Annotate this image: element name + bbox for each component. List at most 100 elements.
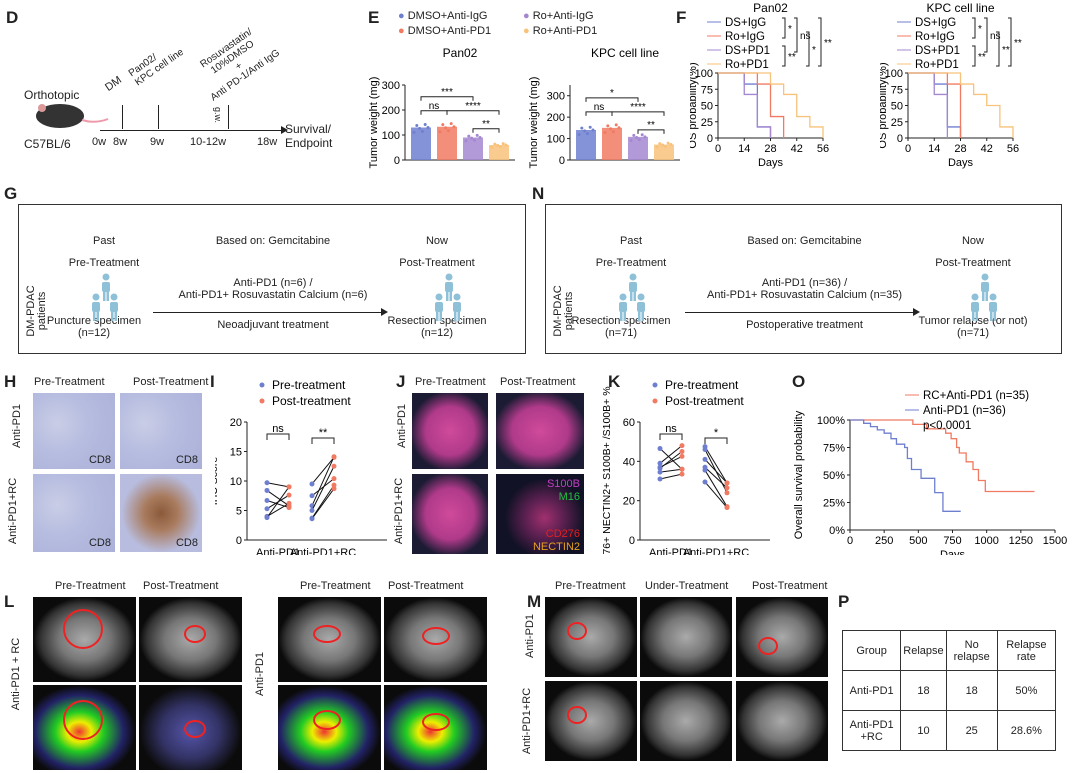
mouse-icon <box>36 104 109 128</box>
data-point <box>504 143 508 147</box>
patient-icon <box>986 293 1000 323</box>
j-col-pre: Pre-Treatment <box>415 376 486 388</box>
data-point <box>415 123 419 127</box>
bar <box>489 145 509 160</box>
y-tick-label: 100 <box>885 68 903 80</box>
post-point <box>724 505 730 511</box>
y-tick-label: 0 <box>707 133 713 145</box>
stain-label: CD8 <box>88 537 111 549</box>
paired-chart-cd276: 0 20 40 60 CD276+ NECTIN2+ S100B+ /S100B+ % P… <box>601 378 770 555</box>
j-col-post: Post-Treatment <box>500 376 576 388</box>
panel-label-n: N <box>532 184 545 203</box>
right-specimen-label: Tumor relapse (or not) (n=71) <box>918 315 1028 339</box>
cell: 18 <box>945 670 998 711</box>
significance-label: **** <box>630 102 646 113</box>
significance-bracket <box>446 110 500 115</box>
y-axis-label: OS probability(%) <box>690 62 699 148</box>
dm-label: DM <box>103 74 125 94</box>
chart-title: Pan02 <box>753 1 788 15</box>
pair-line <box>311 488 335 520</box>
pair-line <box>704 469 728 507</box>
data-point <box>470 136 474 140</box>
panel-label-i: I <box>210 372 215 391</box>
y-tick-label: 20 <box>623 496 635 508</box>
data-point <box>603 131 607 135</box>
legend-dmso-pd1: DMSO+Anti-PD1 <box>407 25 492 37</box>
pair-line <box>659 448 683 470</box>
x-tick-label: Anti-PD1+RC <box>683 547 749 555</box>
y-tick-label: 20 <box>230 417 242 429</box>
l-col: Pre-Treatment <box>300 580 371 592</box>
bar <box>411 127 431 160</box>
x-tick-label: 0 <box>905 143 911 155</box>
significance-bracket <box>984 17 988 53</box>
data-point <box>666 141 670 145</box>
post-point <box>331 476 337 482</box>
y-tick-label: 100% <box>817 415 845 427</box>
patient-icon <box>432 293 446 323</box>
study-design-neoadjuvant: Past Pre-Treatment Based on: Gemcitabine No… <box>18 204 526 354</box>
km-chart-patients: 0% 25% 50% 75% 100% 0 250 500 750 1000 1250 1500 Day… <box>793 390 1067 555</box>
y-tick-label: 0 <box>629 535 635 547</box>
y-tick-label: 300 <box>382 80 400 92</box>
significance-bracket <box>972 17 976 39</box>
y-tick-label: 25 <box>891 117 903 129</box>
y-axis-label: Tumor weight (mg) <box>528 77 540 169</box>
data-point <box>444 126 448 130</box>
significance-bracket <box>659 433 683 440</box>
pair-line <box>704 466 728 489</box>
pair-line <box>311 478 335 497</box>
m-row-rc: Anti-PD1+RC <box>521 687 534 755</box>
data-point <box>583 129 587 133</box>
post-point <box>679 449 685 454</box>
x-axis-label: Days <box>758 157 784 169</box>
survival-line-3 <box>718 72 824 138</box>
y-tick-label: 50 <box>701 101 713 113</box>
y-tick-label: 60 <box>623 417 635 429</box>
significance-label: * <box>610 88 614 99</box>
now-label: Now <box>425 235 448 247</box>
y-tick-label: 0% <box>829 525 845 537</box>
y-tick-label: 25% <box>823 498 845 510</box>
table-row: Anti-PD1 +RC 10 25 28.6% <box>841 710 1057 751</box>
chart-title: KPC cell line <box>926 1 994 15</box>
based-on-label: Based on: Gemcitabine <box>215 235 331 247</box>
y-tick-label: 100 <box>695 68 713 80</box>
data-point <box>412 130 416 134</box>
m-row-pd1: Anti-PD1 <box>524 613 537 659</box>
mif-image: S100B M16 CD276 NECTIN2 <box>496 474 584 554</box>
x-tick-label: 750 <box>943 535 961 547</box>
significance-label: ns <box>594 102 605 113</box>
y-axis-label: CD276+ NECTIN2+ S100B+ /S100B+ % <box>601 386 613 555</box>
y-axis-label: OS probability(%) <box>880 62 889 148</box>
significance-bracket <box>818 17 822 67</box>
y-tick-label: 10 <box>230 476 242 488</box>
pre-point <box>657 460 663 466</box>
ihc-image: CD8 <box>120 393 202 469</box>
ct-image <box>384 597 487 682</box>
data-point <box>441 123 445 127</box>
tick-9w: 9w <box>150 136 165 148</box>
data-point <box>617 126 621 130</box>
l-col: Post-Treatment <box>143 580 219 592</box>
chart-title: KPC cell line <box>591 46 659 60</box>
post-point <box>679 443 685 449</box>
tick-0w: 0w <box>92 136 107 148</box>
pair-line <box>311 466 335 511</box>
patients-label: DM-PDAC patients <box>25 285 48 337</box>
significance-label: **** <box>465 101 481 112</box>
patients-label: DM-PDAC patients <box>552 285 575 337</box>
panel-label-f: F <box>676 8 687 27</box>
table-row: Anti-PD1 18 18 50% <box>841 670 1057 711</box>
strain-label: C57BL/6 <box>24 137 71 151</box>
data-point <box>663 144 667 148</box>
ct-image <box>545 681 637 761</box>
pre-point <box>702 447 708 453</box>
x-tick-label: 56 <box>817 143 829 155</box>
pair-line <box>311 484 335 519</box>
pair-line <box>659 451 683 469</box>
legend-ro-igg: Ro+Anti-IgG <box>532 10 594 22</box>
x-axis-label: Days <box>940 549 966 555</box>
patient-icon <box>99 273 113 303</box>
pre-point <box>264 497 270 503</box>
